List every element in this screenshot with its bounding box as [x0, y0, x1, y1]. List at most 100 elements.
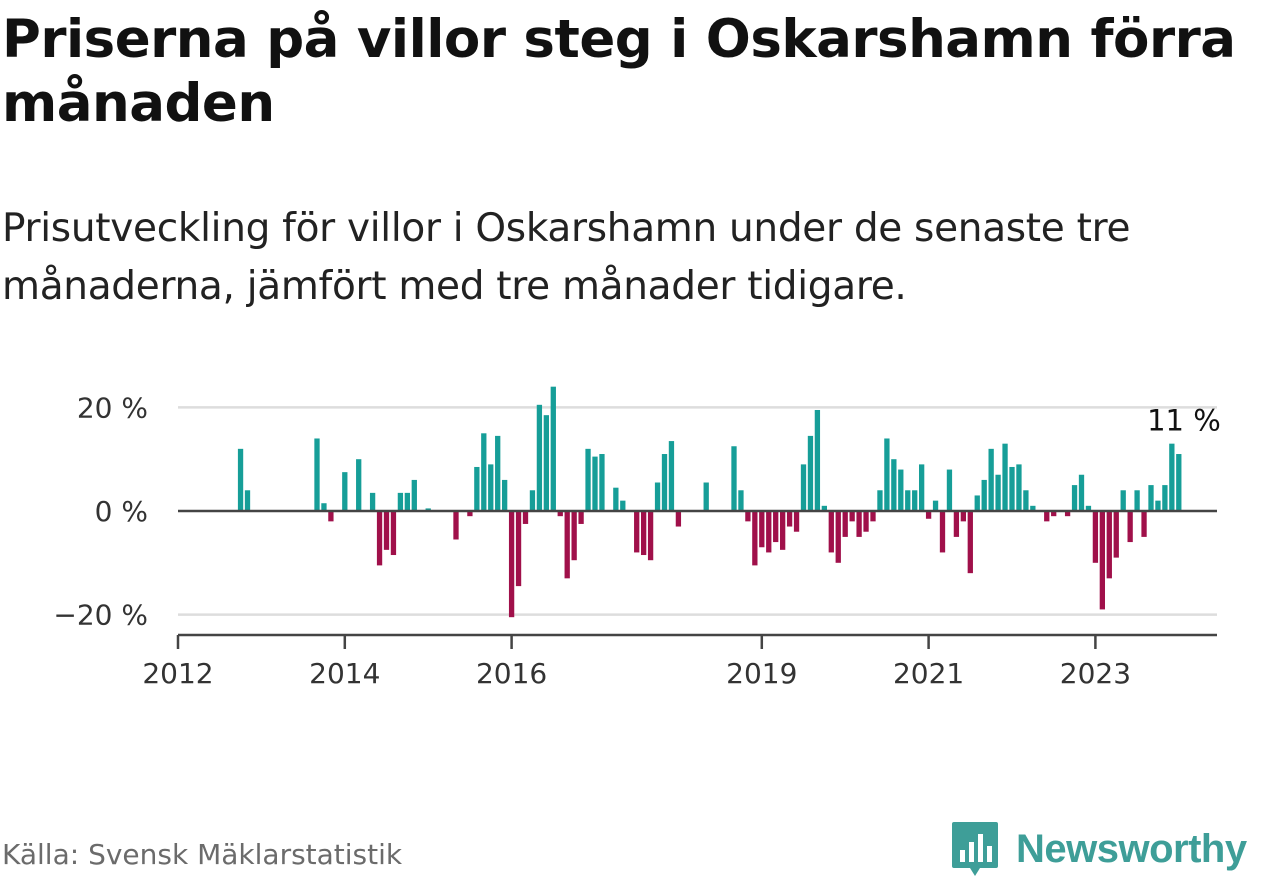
data-bar — [564, 511, 570, 579]
data-bar — [342, 472, 348, 511]
data-bar — [321, 503, 327, 511]
data-bar — [946, 469, 953, 511]
data-bar — [467, 511, 473, 517]
axes — [176, 509, 1217, 649]
bar-series — [237, 386, 1182, 618]
data-bar — [919, 464, 925, 511]
data-bar — [1051, 511, 1057, 517]
x-tick-label: 2012 — [142, 657, 213, 690]
data-bar — [759, 511, 765, 548]
data-bar — [856, 511, 862, 537]
data-bar — [967, 511, 973, 574]
chart-title: Priserna på villor steg i Oskarshamn för… — [2, 9, 1236, 134]
data-bar — [1099, 511, 1105, 610]
data-bar — [314, 438, 320, 511]
data-bar — [1023, 490, 1029, 511]
data-bar — [1162, 485, 1168, 511]
data-bar — [543, 415, 549, 511]
data-bar — [508, 511, 515, 618]
data-bar — [481, 433, 487, 511]
data-bar — [376, 511, 383, 566]
data-bar — [550, 386, 556, 511]
data-bar — [988, 448, 994, 511]
data-bar — [613, 487, 619, 511]
data-bar — [1176, 454, 1182, 511]
data-bar — [1071, 485, 1078, 511]
bar-chart-bubble-icon — [952, 822, 998, 876]
data-bar — [495, 435, 501, 511]
data-bar — [1134, 490, 1140, 511]
data-bar — [390, 511, 397, 556]
data-bar — [557, 511, 563, 517]
data-bar — [404, 492, 410, 511]
x-tick-label: 2021 — [893, 657, 964, 690]
data-bar — [641, 511, 647, 556]
data-bar — [953, 511, 960, 537]
y-tick-label: −20 % — [53, 599, 148, 632]
data-bar — [1078, 474, 1085, 511]
data-bar — [863, 511, 869, 532]
brand-name: Newsworthy — [1016, 826, 1247, 871]
data-bar — [912, 490, 918, 511]
data-bar — [870, 511, 876, 522]
data-bar — [668, 441, 675, 511]
data-bar — [773, 511, 779, 543]
data-bar — [905, 490, 911, 511]
data-bar — [828, 511, 834, 553]
data-bar — [237, 448, 244, 511]
data-bar — [1120, 490, 1126, 511]
data-bar — [960, 511, 966, 522]
data-bar — [1009, 466, 1015, 511]
data-bar — [661, 454, 668, 511]
data-bar — [738, 490, 744, 511]
x-tick-label: 2016 — [476, 657, 547, 690]
x-tick-label: 2014 — [309, 657, 380, 690]
y-tick-label: 0 % — [95, 495, 148, 528]
data-bar — [884, 438, 890, 511]
data-bar — [620, 500, 626, 511]
data-bar — [1030, 505, 1036, 511]
chart-subtitle: Prisutveckling för villor i Oskarshamn u… — [2, 206, 1131, 309]
data-bar — [974, 495, 980, 511]
data-bar — [877, 490, 883, 511]
data-bar — [995, 474, 1001, 511]
data-bar — [397, 492, 404, 511]
data-bar — [1044, 511, 1050, 522]
source-note: Källa: Svensk Mäklarstatistik — [2, 838, 403, 871]
data-bar — [453, 511, 459, 540]
data-bar — [981, 479, 987, 511]
grid-lines — [178, 406, 1217, 616]
data-bar — [474, 466, 480, 511]
data-bar — [356, 459, 362, 511]
data-bar — [369, 492, 376, 511]
y-tick-label: 20 % — [77, 391, 148, 424]
data-bar — [1169, 443, 1175, 511]
x-tick-label: 2023 — [1060, 657, 1131, 690]
data-bar — [1016, 464, 1022, 511]
data-bar — [578, 511, 584, 524]
data-bar — [425, 508, 431, 511]
data-bar — [675, 511, 682, 527]
data-bar — [515, 511, 522, 587]
data-bar — [1064, 511, 1071, 517]
x-tick-label: 2019 — [726, 657, 797, 690]
data-bar — [502, 479, 508, 511]
data-bar — [891, 459, 897, 511]
brand-logo: Newsworthy — [950, 820, 1247, 878]
data-bar — [745, 511, 751, 522]
data-bar — [383, 511, 390, 550]
data-bar — [1127, 511, 1133, 543]
data-bar — [780, 511, 786, 550]
data-bar — [1092, 511, 1099, 563]
data-bar — [522, 511, 529, 524]
data-bar — [800, 464, 807, 511]
data-bar — [1155, 500, 1161, 511]
price-change-bar-chart: 20 % 0 % −20 % 2012 2014 2016 2019 2021 2023 11 % — [53, 386, 1221, 690]
data-bar — [536, 404, 543, 511]
data-bar — [599, 454, 605, 511]
data-bar — [571, 511, 577, 561]
data-bar — [1085, 505, 1092, 511]
data-bar — [835, 511, 841, 563]
data-bar — [842, 511, 848, 537]
data-bar — [766, 511, 772, 553]
